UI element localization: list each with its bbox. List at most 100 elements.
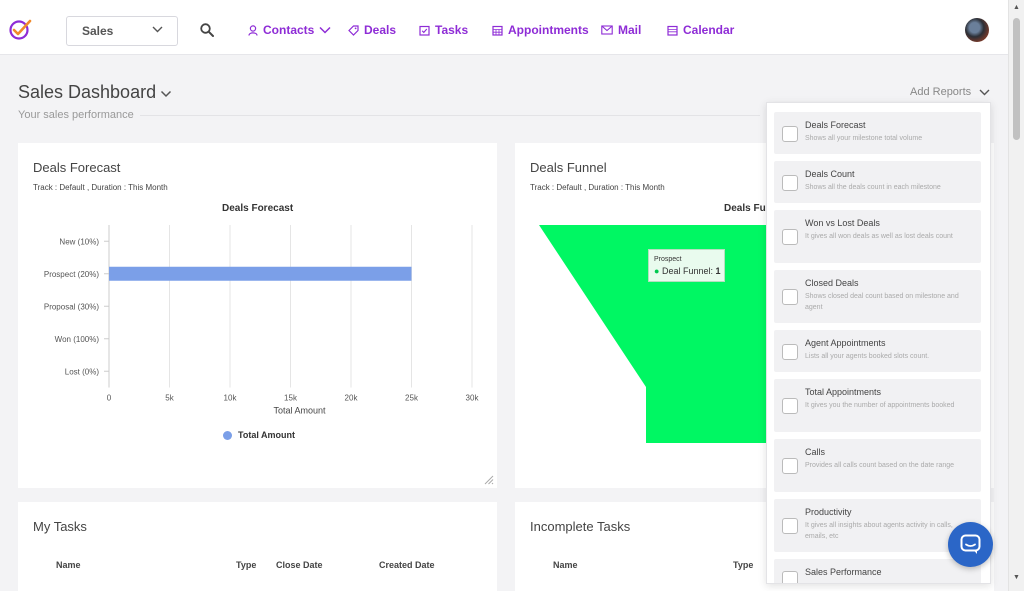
add-reports-dropdown[interactable]: Deals Forecast Shows all your milestone … [766,102,991,584]
report-name: Closed Deals [805,278,859,288]
deals-forecast-card: Deals Forecast Track : Default , Duratio… [18,143,497,488]
report-desc: Lists all your agents booked slots count… [805,353,930,360]
user-avatar[interactable] [965,18,989,42]
app-selector-dropdown[interactable]: Sales [66,16,178,46]
nav-tasks[interactable]: Tasks [419,23,468,37]
deals-forecast-chart: 0 5k 10k 15k 20k 25k 30k New (10%) Prospect (20%… [44,225,480,416]
report-option-calls[interactable]: Calls Provides all calls count based on … [774,439,981,492]
nav-appointments-label: Appointments [508,23,589,37]
report-checkbox[interactable] [782,518,798,534]
report-desc: It gives all insights about agents activ… [805,522,953,540]
y-tick-label: Won (100%) [55,335,100,344]
nav-mail[interactable]: Mail [601,23,641,37]
report-option-closed-deals[interactable]: Closed Deals Shows closed deal count bas… [774,270,981,323]
column-header-created-date[interactable]: Created Date [379,560,435,570]
chart-legend[interactable]: Total Amount [223,430,295,440]
x-tick-label: 20k [345,394,359,403]
report-desc: Shows closed deal count based on milesto… [805,293,959,311]
report-option-agent-appointments[interactable]: Agent Appointments Lists all your agents… [774,330,981,372]
report-checkbox[interactable] [782,289,798,305]
card-title: Deals Funnel [530,160,607,175]
x-tick-label: 0 [107,394,112,403]
x-tick-label: 15k [284,394,298,403]
nav-contacts[interactable]: Contacts [248,23,331,37]
app-selector-label: Sales [82,24,114,38]
report-option-won-vs-lost[interactable]: Won vs Lost Deals It gives all won deals… [774,210,981,263]
report-checkbox[interactable] [782,344,798,360]
report-name: Deals Count [805,169,855,179]
column-header-close-date[interactable]: Close Date [276,560,323,570]
column-header-name[interactable]: Name [553,560,578,570]
report-checkbox[interactable] [782,229,798,245]
chat-widget-button[interactable] [948,522,993,567]
scroll-up-arrow-icon[interactable]: ▲ [1013,4,1020,11]
report-checkbox[interactable] [782,126,798,142]
deals-funnel-chart [539,225,815,443]
app-logo-icon[interactable] [8,18,34,40]
scroll-down-arrow-icon[interactable]: ▼ [1013,574,1020,581]
report-option-deals-forecast[interactable]: Deals Forecast Shows all your milestone … [774,112,981,154]
tooltip-value-row: ● Deal Funnel: 1 [654,266,721,276]
tag-icon [348,24,359,36]
nav-calendar-label: Calendar [683,23,735,37]
report-desc: Provides all calls count based on the da… [805,462,955,469]
dashboard-chevron-down-icon[interactable] [160,90,172,98]
x-axis-label: Total Amount [273,406,326,416]
report-checkbox[interactable] [782,458,798,474]
card-title: Incomplete Tasks [530,519,631,534]
y-tick-label: Proposal (30%) [44,302,99,311]
add-reports-button[interactable]: Add Reports [910,86,972,98]
column-header-type[interactable]: Type [733,560,754,570]
mail-icon [601,25,613,35]
legend-label: Total Amount [238,430,295,440]
resize-handle-icon[interactable] [484,475,494,485]
page-title: Sales Dashboard [18,82,157,102]
nav-appointments[interactable]: Appointments [492,23,589,37]
report-checkbox[interactable] [782,175,798,191]
card-title: Deals Forecast [33,160,121,175]
report-name: Deals Forecast [805,120,866,130]
report-desc: It gives you the number of appointments … [805,402,955,409]
nav-deals-label: Deals [364,23,397,37]
report-option-sales-performance[interactable]: Sales Performance [774,559,981,583]
card-title: My Tasks [33,519,87,534]
report-option-total-appointments[interactable]: Total Appointments It gives you the numb… [774,379,981,432]
calendar-grid-icon [492,25,503,36]
funnel-stage-prospect[interactable] [539,225,815,443]
nav-deals[interactable]: Deals [348,23,396,37]
report-name: Productivity [805,507,852,517]
x-tick-label: 30k [466,394,480,403]
chevron-down-icon[interactable] [979,89,990,96]
x-tick-label: 5k [165,394,174,403]
header-divider [140,115,760,116]
scrollbar-thumb[interactable] [1013,18,1020,140]
chevron-down-icon [319,26,331,34]
y-tick-label: Lost (0%) [65,367,100,376]
x-tick-label: 10k [224,394,238,403]
report-checkbox[interactable] [782,571,798,583]
page-subtitle: Your sales performance [18,109,134,121]
x-tick-label: 25k [405,394,419,403]
nav-tasks-label: Tasks [435,23,469,37]
tooltip-stage: Prospect [654,256,682,263]
chart-title: Deals Forecast [222,203,294,214]
card-meta: Track : Default , Duration : This Month [33,183,168,192]
report-name: Agent Appointments [805,338,886,348]
legend-swatch [223,430,232,440]
report-option-productivity[interactable]: Productivity It gives all insights about… [774,499,981,552]
column-header-name[interactable]: Name [56,560,81,570]
column-header-type[interactable]: Type [236,560,257,570]
page-scrollbar[interactable]: ▲ ▼ [1008,0,1024,591]
report-option-deals-count[interactable]: Deals Count Shows all the deals count in… [774,161,981,203]
my-tasks-card: My Tasks Name Type Close Date Created Da… [18,502,497,591]
report-desc: Shows all the deals count in each milest… [805,184,941,191]
chevron-down-icon [152,26,163,33]
search-icon[interactable] [200,23,214,37]
bar-prospect[interactable] [109,266,412,281]
y-tick-label: New (10%) [59,237,99,246]
nav-calendar[interactable]: Calendar [667,23,734,37]
nav-mail-label: Mail [618,23,642,37]
chat-icon [960,534,981,554]
report-checkbox[interactable] [782,398,798,414]
report-name: Calls [805,447,826,457]
